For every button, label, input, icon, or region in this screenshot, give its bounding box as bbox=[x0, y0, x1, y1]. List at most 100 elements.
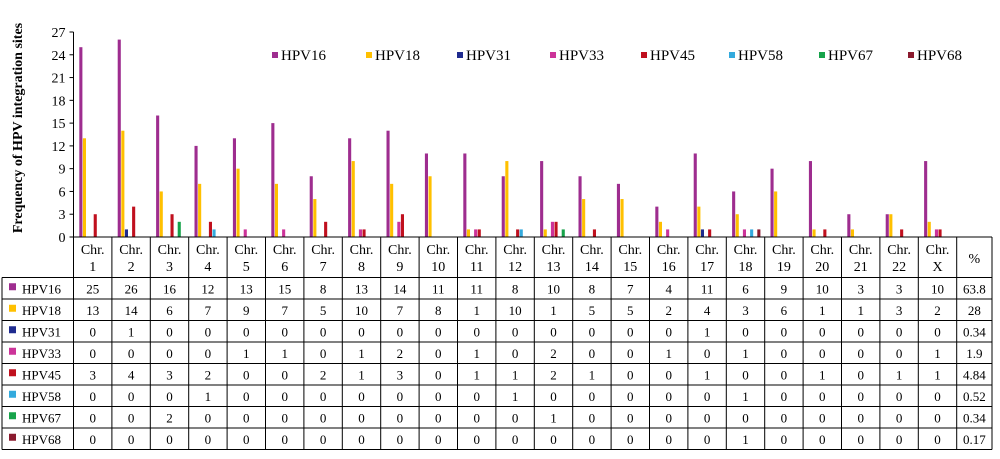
y-tick-label: 3 bbox=[59, 208, 66, 223]
bar-hpv16 bbox=[386, 130, 390, 237]
row-label: HPV45 bbox=[22, 367, 61, 382]
category-label: 2 bbox=[128, 260, 135, 275]
bar-hpv45 bbox=[592, 229, 596, 237]
category-label: Chr. bbox=[657, 243, 681, 258]
category-label: Chr. bbox=[810, 243, 834, 258]
table-cell: 0 bbox=[589, 324, 596, 339]
category-label: Chr. bbox=[503, 243, 527, 258]
category-label: Chr. bbox=[465, 243, 489, 258]
bar-hpv16 bbox=[156, 115, 160, 237]
table-cell: 0 bbox=[281, 389, 288, 404]
table-cell: 0 bbox=[243, 367, 250, 382]
row-legend-swatch bbox=[9, 326, 16, 334]
bar-hpv33 bbox=[243, 229, 247, 237]
category-label: 15 bbox=[623, 260, 637, 275]
table-cell: 0 bbox=[205, 324, 212, 339]
table-cell: 0 bbox=[205, 432, 212, 447]
table-cell: 2 bbox=[397, 346, 404, 361]
bars bbox=[79, 39, 942, 238]
table-cell: 0 bbox=[166, 389, 173, 404]
table-cell: 5 bbox=[320, 303, 327, 318]
category-label: 16 bbox=[662, 260, 676, 275]
legend-swatch bbox=[457, 52, 463, 58]
bar-hpv45 bbox=[708, 229, 712, 237]
table-cell: 1 bbox=[742, 389, 749, 404]
bar-hpv18 bbox=[620, 199, 624, 237]
bar-hpv18 bbox=[159, 191, 163, 237]
category-label: 18 bbox=[739, 260, 753, 275]
table-cell: 26 bbox=[125, 281, 139, 296]
table-cell: 10 bbox=[931, 281, 944, 296]
category-label: Chr. bbox=[119, 243, 143, 258]
row-label: HPV58 bbox=[22, 389, 61, 404]
table-cell: 0 bbox=[550, 432, 557, 447]
table-cell: 2 bbox=[665, 303, 672, 318]
legend-swatch bbox=[641, 52, 647, 58]
category-label: 8 bbox=[358, 260, 365, 275]
legend-swatch bbox=[729, 52, 735, 58]
table-cell: 0 bbox=[435, 324, 442, 339]
table-cell: 9 bbox=[781, 281, 788, 296]
table-cell: 0 bbox=[550, 324, 557, 339]
table-cell: 0 bbox=[896, 410, 903, 425]
category-label: Chr. bbox=[695, 243, 719, 258]
row-label: HPV18 bbox=[22, 303, 61, 318]
table-cell: 0 bbox=[819, 389, 826, 404]
table-cell: 1 bbox=[550, 410, 557, 425]
table-cell: 0 bbox=[512, 432, 519, 447]
table-cell: 10 bbox=[816, 281, 829, 296]
table-cell: 0 bbox=[281, 324, 288, 339]
category-label: Chr. bbox=[887, 243, 911, 258]
row-legend-swatch bbox=[9, 304, 16, 312]
table-cell: 0 bbox=[89, 432, 96, 447]
category-label: Chr. bbox=[311, 243, 335, 258]
table-cell: 7 bbox=[627, 281, 634, 296]
table-cell: 1 bbox=[243, 346, 250, 361]
y-axis: 0 3 6 9 12 15 18 21 24 27 bbox=[52, 26, 74, 246]
table-cell: 10 bbox=[547, 281, 560, 296]
bar-hpv16 bbox=[924, 161, 928, 237]
bar-hpv18 bbox=[313, 199, 317, 237]
table-cell: 0 bbox=[896, 389, 903, 404]
row-legend-swatch bbox=[9, 347, 16, 355]
category-label: Chr. bbox=[388, 243, 412, 258]
bar-hpv16 bbox=[232, 138, 236, 237]
bar-hpv45 bbox=[132, 206, 136, 237]
table-cell: 0 bbox=[704, 346, 711, 361]
table-cell: 0 bbox=[166, 324, 173, 339]
category-label: Chr. bbox=[542, 243, 566, 258]
table-cell: 0 bbox=[128, 346, 135, 361]
bar-hpv16 bbox=[732, 191, 736, 237]
table-cell: 1 bbox=[512, 367, 519, 382]
bar-hpv45 bbox=[400, 214, 404, 237]
table-cell: 4 bbox=[704, 303, 711, 318]
bar-hpv45 bbox=[900, 229, 904, 237]
category-label: 4 bbox=[204, 260, 211, 275]
table-cell: 0 bbox=[128, 410, 135, 425]
bar-hpv16 bbox=[616, 183, 620, 237]
table-cell: 11 bbox=[701, 281, 714, 296]
table-cell: 0 bbox=[857, 367, 864, 382]
legend-swatch bbox=[272, 52, 278, 58]
y-tick-label: 0 bbox=[59, 231, 66, 246]
table-cell: 0 bbox=[281, 410, 288, 425]
bar-hpv45 bbox=[477, 229, 481, 237]
table-cell: 7 bbox=[281, 303, 288, 318]
bar-hpv18 bbox=[466, 229, 470, 237]
bar-hpv18 bbox=[774, 191, 778, 237]
bar-hpv33 bbox=[397, 221, 401, 237]
row-label: HPV68 bbox=[22, 432, 61, 447]
table-cell: 2 bbox=[320, 367, 327, 382]
table-cell: 1 bbox=[128, 324, 135, 339]
category-label: 21 bbox=[854, 260, 868, 275]
y-tick-label: 12 bbox=[52, 140, 66, 155]
legend-label: HPV31 bbox=[466, 48, 511, 64]
category-label: 13 bbox=[547, 260, 561, 275]
table-cell: 0 bbox=[435, 410, 442, 425]
table-cell: 4 bbox=[128, 367, 135, 382]
y-tick-label: 18 bbox=[52, 94, 66, 109]
table-cell: 0 bbox=[435, 432, 442, 447]
table-cell: 2 bbox=[550, 346, 557, 361]
table-cell: 0 bbox=[243, 389, 250, 404]
table-cell: 1 bbox=[358, 346, 365, 361]
